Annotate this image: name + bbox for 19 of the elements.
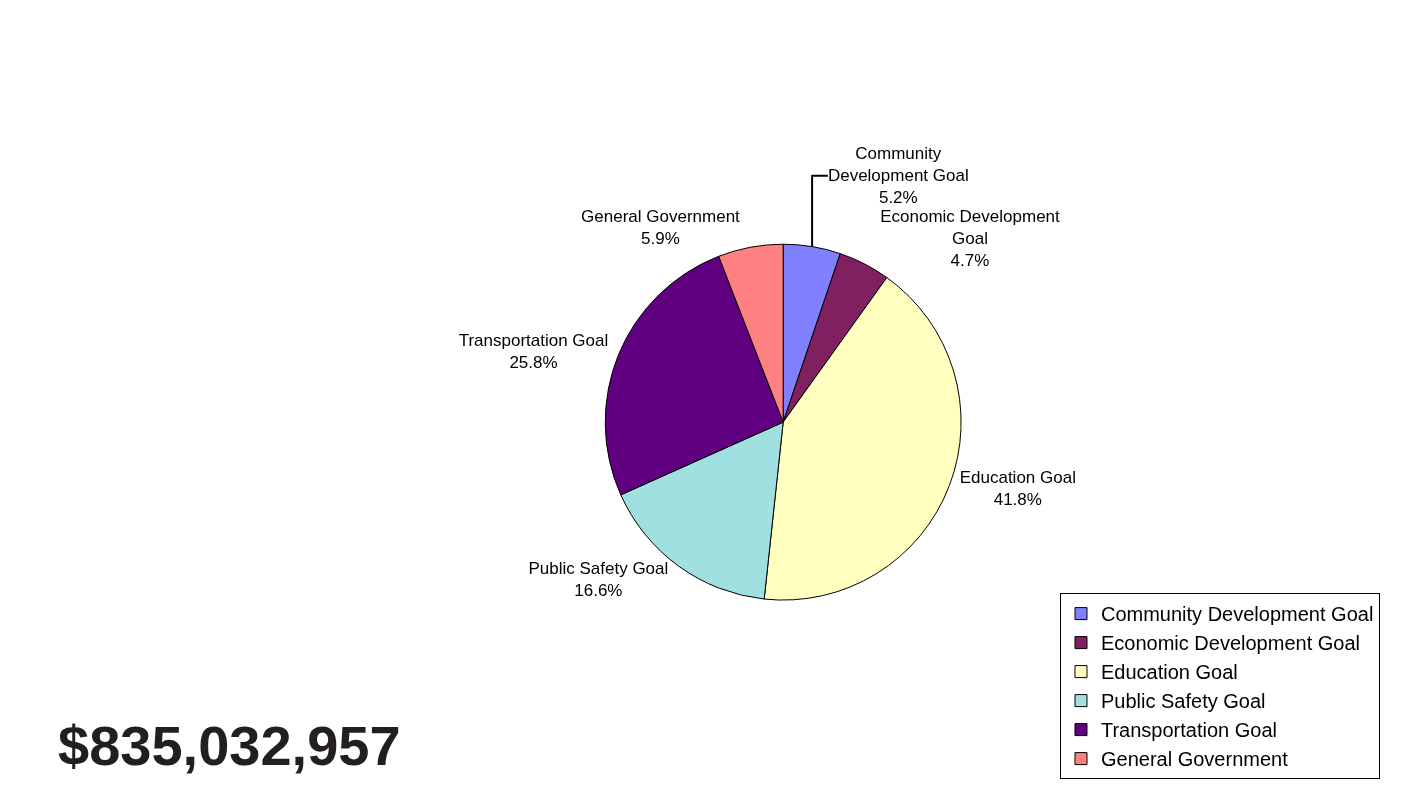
text: $835,032,957	[58, 714, 401, 777]
data-label: 16.6%	[574, 581, 623, 601]
data-label: 4.7%	[950, 251, 990, 271]
data-label: 5.2%	[878, 188, 918, 208]
data-label: 5.9%	[641, 228, 680, 248]
slice-label: Economic Development Goal	[880, 207, 1061, 249]
legend-label: Education Goal	[1100, 661, 1238, 684]
slice-label: Community Development Goal	[827, 144, 969, 186]
legend-label: Community Development Goal	[1100, 603, 1374, 626]
slice-label: General Government	[581, 206, 741, 226]
legend-label: Economic Development Goal	[1100, 632, 1360, 655]
data-label: 25.8%	[509, 353, 558, 373]
slice-label: Transportation Goal	[458, 331, 609, 351]
legend-label: Public Safety Goal	[1100, 690, 1266, 713]
slice-label: Public Safety Goal	[528, 558, 669, 578]
data-label: 41.8%	[993, 489, 1042, 509]
legend-label: General Government	[1100, 748, 1289, 771]
legend-label: Transportation Goal	[1100, 719, 1277, 742]
slice-label: Education Goal	[959, 467, 1076, 487]
